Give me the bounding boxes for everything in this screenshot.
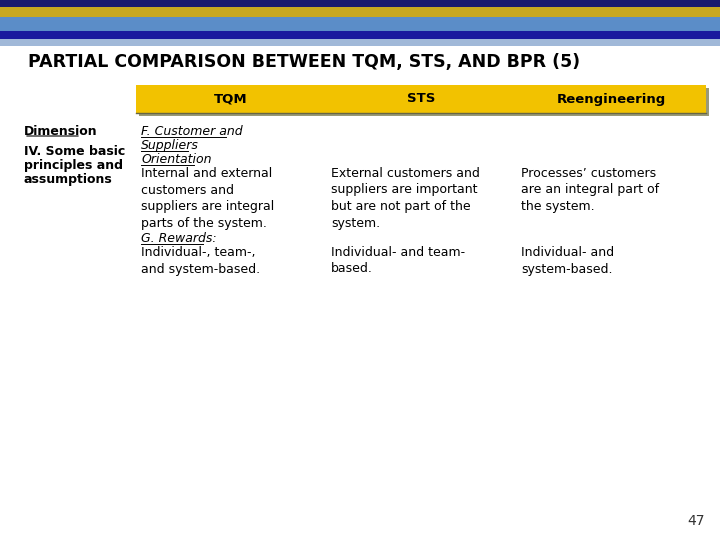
Text: Dimension: Dimension	[24, 125, 98, 138]
Text: Individual- and team-
based.: Individual- and team- based.	[331, 246, 465, 275]
Text: External customers and
suppliers are important
but are not part of the
system.: External customers and suppliers are imp…	[331, 167, 480, 229]
Bar	[0, 17, 720, 31]
Text: Individual- and
system-based.: Individual- and system-based.	[521, 246, 614, 275]
Text: G. Rewards:: G. Rewards:	[141, 232, 217, 245]
Text: TQM: TQM	[214, 92, 248, 105]
Bar	[139, 88, 709, 116]
Text: Individual-, team-,
and system-based.: Individual-, team-, and system-based.	[141, 246, 260, 275]
Text: Processes’ customers
are an integral part of
the system.: Processes’ customers are an integral par…	[521, 167, 659, 213]
Bar	[136, 85, 706, 113]
Bar	[0, 31, 720, 39]
Bar	[136, 85, 706, 113]
Text: assumptions: assumptions	[24, 173, 113, 186]
Text: Orientation: Orientation	[141, 153, 212, 166]
Text: Suppliers: Suppliers	[141, 139, 199, 152]
Bar	[0, 7, 720, 17]
Text: PARTIAL COMPARISON BETWEEN TQM, STS, AND BPR (5): PARTIAL COMPARISON BETWEEN TQM, STS, AND…	[28, 53, 580, 71]
Text: 47: 47	[688, 514, 705, 528]
Text: Reengineering: Reengineering	[557, 92, 665, 105]
Text: IV. Some basic: IV. Some basic	[24, 145, 125, 158]
Bar	[0, 0, 720, 7]
Text: Internal and external
customers and
suppliers are integral
parts of the system.: Internal and external customers and supp…	[141, 167, 274, 229]
Text: principles and: principles and	[24, 159, 123, 172]
Text: STS: STS	[407, 92, 435, 105]
Text: F. Customer and: F. Customer and	[141, 125, 243, 138]
Bar	[0, 39, 720, 46]
